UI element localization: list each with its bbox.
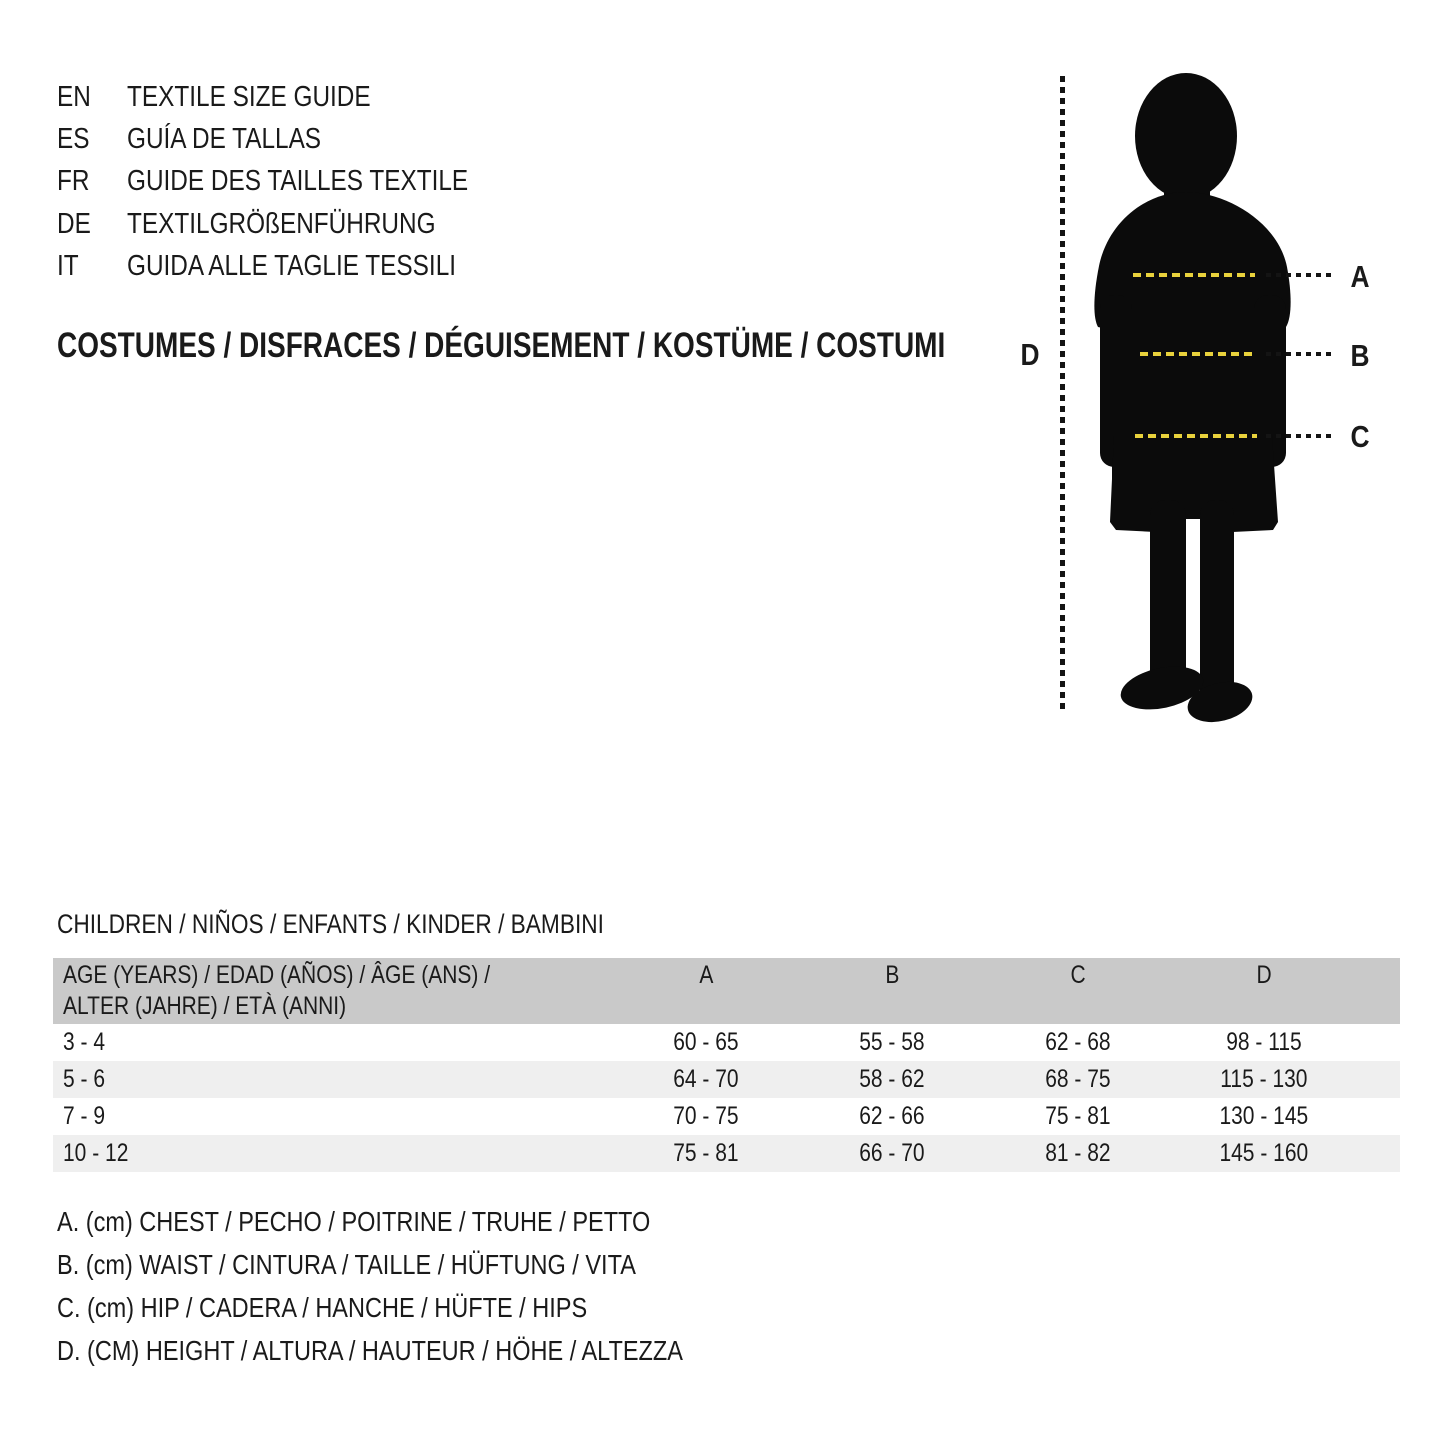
age-header-line2: ALTER (JAHRE) / ETÀ (ANNI) <box>63 991 400 1022</box>
lang-title: TEXTILE SIZE GUIDE <box>127 80 371 113</box>
column-header-b: B <box>884 961 900 989</box>
column-header-a: A <box>698 961 714 989</box>
hip-cell: 68 - 75 <box>1045 1065 1111 1093</box>
measurement-legend: A. (cm) CHEST / PECHO / POITRINE / TRUHE… <box>57 1201 802 1372</box>
table-row: 3 - 4 60 - 65 55 - 58 62 - 68 98 - 115 <box>53 1024 1400 1061</box>
hip-leader-line <box>1266 434 1332 438</box>
chest-leader-line <box>1266 273 1332 277</box>
legend-hip: C. (cm) HIP / CADERA / HANCHE / HÜFTE / … <box>57 1291 588 1323</box>
lang-row-en: EN TEXTILE SIZE GUIDE <box>57 76 533 118</box>
child-silhouette <box>1094 73 1291 723</box>
height-cell: 115 - 130 <box>1220 1065 1308 1093</box>
waist-leader-line <box>1266 352 1332 356</box>
lang-row-it: IT GUIDA ALLE TAGLIE TESSILI <box>57 246 533 288</box>
height-cell: 98 - 115 <box>1226 1028 1302 1056</box>
language-title-list: EN TEXTILE SIZE GUIDE ES GUÍA DE TALLAS … <box>57 76 533 288</box>
height-cell: 145 - 160 <box>1219 1139 1309 1167</box>
lang-code: EN <box>57 80 91 113</box>
lang-code: DE <box>57 207 91 240</box>
age-cell: 5 - 6 <box>63 1065 106 1093</box>
age-cell: 7 - 9 <box>63 1102 106 1130</box>
lang-title: TEXTILGRÖßENFÜHRUNG <box>127 207 436 240</box>
lang-title: GUÍA DE TALLAS <box>127 123 322 156</box>
waist-cell: 62 - 66 <box>859 1102 925 1130</box>
age-header-line1-text: AGE (YEARS) / EDAD (AÑOS) / ÂGE (ANS) / <box>63 961 491 989</box>
column-header-d: D <box>1256 961 1272 989</box>
table-row: 5 - 6 64 - 70 58 - 62 68 - 75 115 - 130 <box>53 1061 1400 1098</box>
lang-title: GUIDA ALLE TAGLIE TESSILI <box>127 250 457 283</box>
column-header-c: C <box>1070 961 1086 989</box>
section-title: CHILDREN / NIÑOS / ENFANTS / KINDER / BA… <box>57 909 708 940</box>
height-cell: 130 - 145 <box>1219 1102 1309 1130</box>
waist-cell: 66 - 70 <box>859 1139 925 1167</box>
age-cell: 10 - 12 <box>63 1139 129 1167</box>
chest-dash-line <box>1133 273 1255 277</box>
lang-code: ES <box>57 123 90 156</box>
legend-chest: A. (cm) CHEST / PECHO / POITRINE / TRUHE… <box>57 1206 651 1238</box>
waist-cell: 58 - 62 <box>859 1065 925 1093</box>
legend-height: D. (CM) HEIGHT / ALTURA / HAUTEUR / HÖHE… <box>57 1334 683 1366</box>
lang-code: IT <box>57 250 79 283</box>
size-table: AGE (YEARS) / EDAD (AÑOS) / ÂGE (ANS) / … <box>53 958 1400 1172</box>
age-header-line1: AGE (YEARS) / EDAD (AÑOS) / ÂGE (ANS) / <box>63 960 571 991</box>
age-cell: 3 - 4 <box>63 1028 106 1056</box>
label-d: D <box>1020 337 1040 372</box>
table-row: 10 - 12 75 - 81 66 - 70 81 - 82 145 - 16… <box>53 1135 1400 1172</box>
hip-dash-line <box>1135 434 1257 438</box>
hip-cell: 75 - 81 <box>1045 1102 1111 1130</box>
chest-cell: 64 - 70 <box>673 1065 739 1093</box>
table-row: 7 - 9 70 - 75 62 - 66 75 - 81 130 - 145 <box>53 1098 1400 1135</box>
hip-cell: 81 - 82 <box>1045 1139 1111 1167</box>
hip-cell: 62 - 68 <box>1045 1028 1111 1056</box>
label-b: B <box>1350 338 1370 373</box>
chest-cell: 75 - 81 <box>673 1139 739 1167</box>
lang-title: GUIDE DES TAILLES TEXTILE <box>127 165 469 198</box>
age-header-line2-text: ALTER (JAHRE) / ETÀ (ANNI) <box>63 992 347 1020</box>
label-a: A <box>1350 259 1370 294</box>
waist-dash-line <box>1140 352 1255 356</box>
lang-row-de: DE TEXTILGRÖßENFÜHRUNG <box>57 203 533 245</box>
table-header-row: AGE (YEARS) / EDAD (AÑOS) / ÂGE (ANS) / … <box>53 958 1400 1024</box>
waist-cell: 55 - 58 <box>859 1028 925 1056</box>
legend-waist: B. (cm) WAIST / CINTURA / TAILLE / HÜFTU… <box>57 1249 636 1281</box>
section-title-text: CHILDREN / NIÑOS / ENFANTS / KINDER / BA… <box>57 909 604 939</box>
chest-cell: 70 - 75 <box>673 1102 739 1130</box>
category-title: COSTUMES / DISFRACES / DÉGUISEMENT / KOS… <box>57 326 1167 366</box>
lang-row-es: ES GUÍA DE TALLAS <box>57 118 533 160</box>
lang-code: FR <box>57 165 90 198</box>
category-title-text: COSTUMES / DISFRACES / DÉGUISEMENT / KOS… <box>57 326 946 365</box>
lang-row-fr: FR GUIDE DES TAILLES TEXTILE <box>57 161 533 203</box>
height-measure-line <box>1060 76 1065 714</box>
chest-cell: 60 - 65 <box>673 1028 739 1056</box>
label-c: C <box>1350 419 1370 454</box>
